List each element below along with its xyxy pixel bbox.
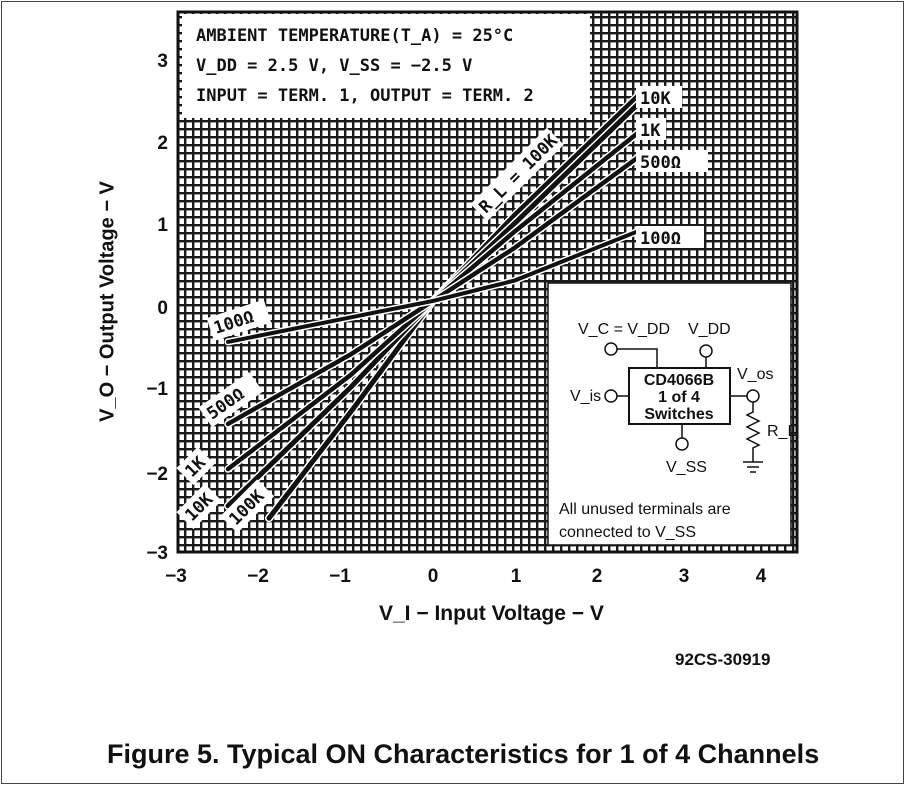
label-right-1k: 1K xyxy=(640,121,661,141)
y-tick-label: 1 xyxy=(157,215,168,236)
resistor-rl xyxy=(745,402,761,462)
x-tick-label: 0 xyxy=(428,566,439,587)
condition-line-1: AMBIENT TEMPERATURE(T_A) = 25°C xyxy=(196,26,513,46)
label-right-100: 100Ω xyxy=(640,229,681,249)
y-tick-label: 3 xyxy=(157,51,168,72)
chip-line-3: Switches xyxy=(644,406,713,423)
tick-labels: −3 −2 −1 0 1 2 3 4 3 2 1 0 −1 −2 −3 xyxy=(146,51,766,587)
terminal-vis xyxy=(604,389,618,403)
schematic-vdd-label: V_DD xyxy=(688,321,731,338)
chip-line-1: CD4066B xyxy=(644,372,714,389)
x-tick-label: 4 xyxy=(756,566,767,587)
x-tick-label: 1 xyxy=(511,566,522,587)
terminal-vdd xyxy=(699,344,713,358)
schematic-vis-label: V_is xyxy=(570,388,601,405)
schematic-rl-label: R_L xyxy=(767,423,796,440)
condition-line-2: V_DD = 2.5 V, V_SS = −2.5 V xyxy=(196,56,472,76)
y-axis-label: V_O − Output Voltage − V xyxy=(96,181,119,422)
y-tick-label: −2 xyxy=(146,464,168,485)
x-tick-label: −2 xyxy=(247,566,269,587)
x-tick-label: −3 xyxy=(165,566,187,587)
x-tick-label: 2 xyxy=(592,566,603,587)
x-axis-label: V_I − Input Voltage − V xyxy=(379,602,604,625)
y-tick-label: −1 xyxy=(146,379,168,400)
document-id: 92CS-30919 xyxy=(675,650,771,669)
label-right-500: 500Ω xyxy=(640,153,681,173)
terminal-vos xyxy=(746,389,760,403)
chip-line-2: 1 of 4 xyxy=(658,389,700,406)
x-tick-label: −1 xyxy=(329,566,351,587)
y-tick-label: 0 xyxy=(157,298,168,319)
label-right-10k: 10K xyxy=(640,89,671,109)
y-tick-label: −3 xyxy=(146,543,168,564)
schematic-vss-label: V_SS xyxy=(666,459,707,476)
terminal-vc xyxy=(604,342,618,356)
curve-group xyxy=(224,91,642,523)
schematic-note-1: All unused terminals are xyxy=(559,501,731,518)
x-tick-label: 3 xyxy=(679,566,690,587)
figure-caption: Figure 5. Typical ON Characteristics for… xyxy=(107,739,820,769)
schematic-vc-label: V_C = V_DD xyxy=(578,321,670,338)
schematic-note-2: connected to V_SS xyxy=(559,524,696,541)
schematic-vos-label: V_os xyxy=(737,366,773,383)
curve-series-4 xyxy=(226,229,640,344)
terminal-vss xyxy=(675,437,689,451)
conditions-box: AMBIENT TEMPERATURE(T_A) = 25°C V_DD = 2… xyxy=(182,14,590,118)
schematic-inset: V_C = V_DD V_DD CD4066B 1 of 4 Switches … xyxy=(547,282,796,546)
condition-line-3: INPUT = TERM. 1, OUTPUT = TERM. 2 xyxy=(196,86,534,106)
curve-labels: 10K 1K 500Ω 100Ω R_L = 100K 100Ω 500Ω 1K… xyxy=(176,86,708,534)
y-tick-label: 2 xyxy=(157,133,168,154)
